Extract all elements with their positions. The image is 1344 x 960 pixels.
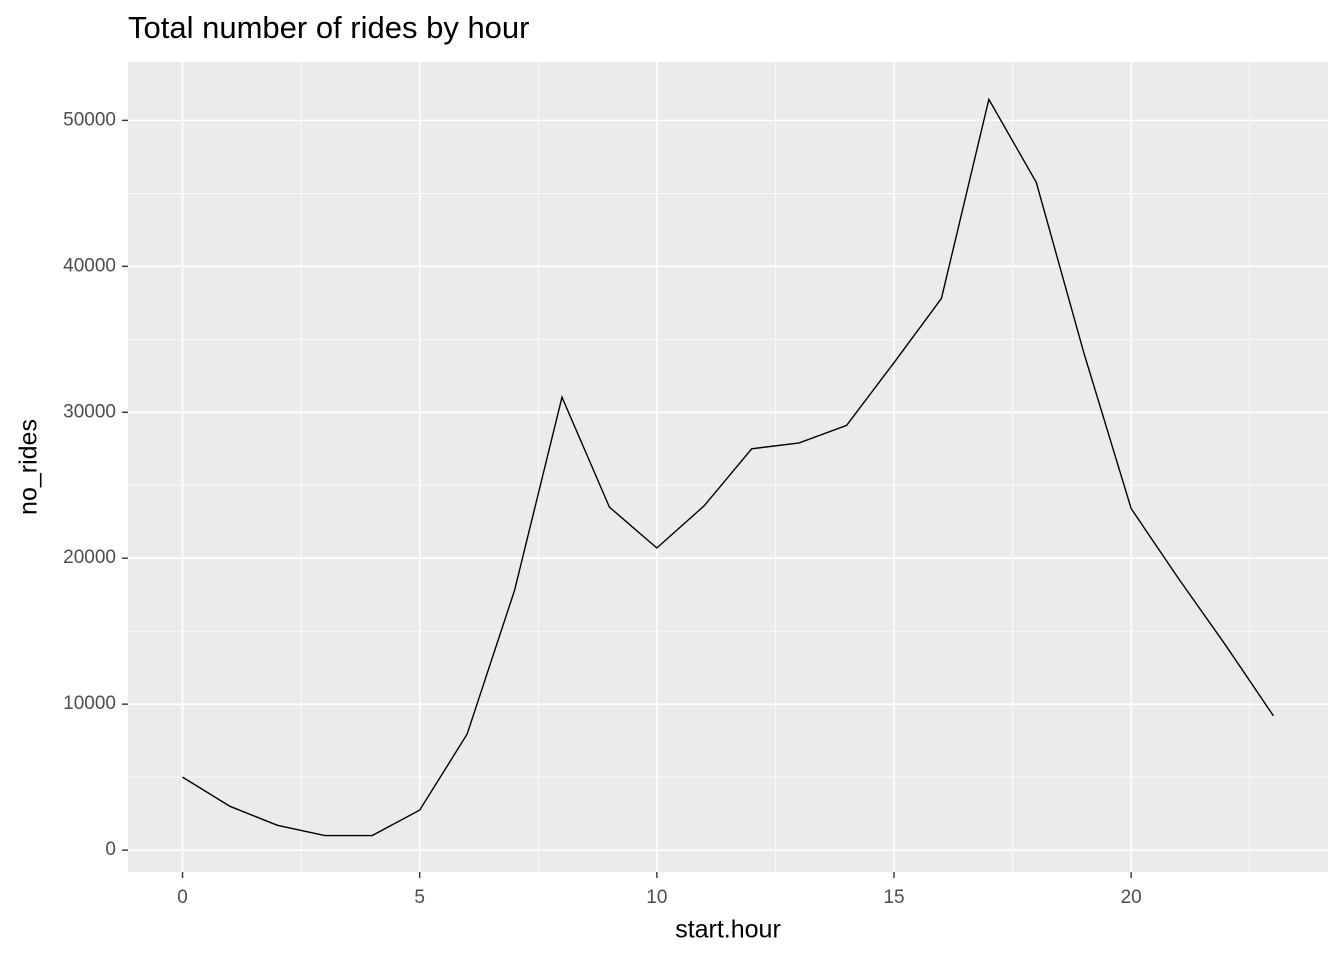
x-tick-label: 0 [177, 887, 188, 908]
y-tick-label: 30000 [63, 401, 116, 422]
y-tick-label: 0 [105, 839, 116, 860]
x-tick-label: 5 [414, 887, 425, 908]
x-tick-label: 20 [1121, 887, 1142, 908]
x-axis-title: start.hour [675, 916, 781, 944]
y-tick-label: 50000 [63, 109, 116, 130]
x-tick-label: 15 [883, 887, 904, 908]
y-axis-title: no_rides [15, 419, 43, 515]
y-tick-label: 10000 [63, 693, 116, 714]
y-tick-label: 20000 [63, 547, 116, 568]
data-line [182, 97, 1275, 837]
y-tick-label: 40000 [63, 255, 116, 276]
x-tick-label: 10 [646, 887, 667, 908]
plot-panel [128, 62, 1328, 872]
chart-title: Total number of rides by hour [128, 10, 530, 45]
